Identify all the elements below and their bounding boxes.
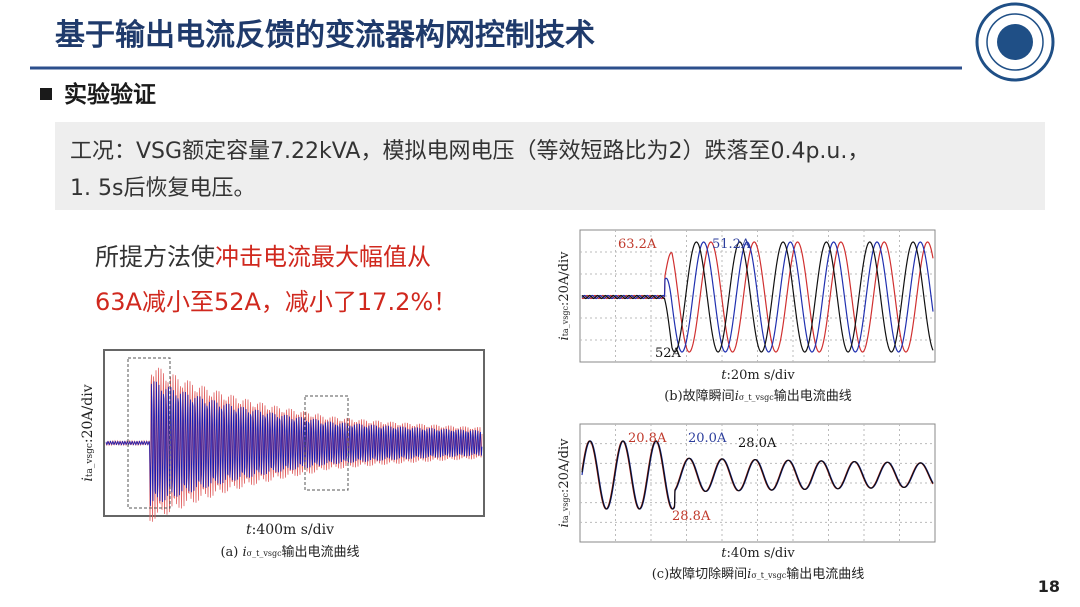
- var: i: [80, 477, 96, 481]
- unit: :20A/div: [80, 384, 96, 443]
- unit: :20m s/div: [726, 368, 795, 383]
- annotation: 51.2A: [712, 237, 751, 252]
- x-axis-label: t:20m s/div: [721, 368, 795, 383]
- annotation: 28.0A: [738, 436, 777, 451]
- waveform-trace: [581, 440, 934, 510]
- var: i: [242, 545, 246, 560]
- condition-box: [55, 122, 1045, 210]
- annotation: 52A: [655, 346, 682, 361]
- annotation: 20.0A: [688, 431, 727, 446]
- waveform-trace: [581, 241, 934, 353]
- sub: σ_t_vsgc: [739, 393, 774, 402]
- sub: ta_vsgc: [85, 443, 95, 477]
- highlight-line: 63A减小至52A，减小了17.2%！: [95, 288, 457, 316]
- var: t: [721, 546, 727, 561]
- zoom-box: [304, 395, 349, 491]
- waveform: [580, 424, 935, 542]
- var: i: [735, 389, 739, 404]
- sub: ta_vsgc: [561, 493, 570, 524]
- unit: :400m s/div: [252, 522, 335, 538]
- highlight-lead: 所提方法使: [95, 243, 215, 271]
- highlight-line: 所提方法使冲击电流最大幅值从: [95, 243, 431, 271]
- var: t: [246, 522, 252, 538]
- unit: :20A/div: [557, 438, 572, 493]
- var: i: [557, 523, 572, 527]
- caption: (a) iσ_t_vsgc输出电流曲线: [220, 544, 359, 560]
- var: i: [747, 567, 751, 582]
- highlight-emphasis: 冲击电流最大幅值从: [215, 243, 431, 271]
- suffix: 输出电流曲线: [786, 566, 864, 582]
- zoom-box: [127, 357, 171, 509]
- waveform: [105, 367, 483, 522]
- condition-line: 1. 5s后恢复电压。: [70, 176, 255, 201]
- annotation: 63.2A: [618, 237, 657, 252]
- suffix: 输出电流曲线: [282, 544, 360, 560]
- title: 基于输出电流反馈的变流器构网控制技术: [55, 18, 595, 53]
- y-axis-label: ita_vsgc:20A/div: [557, 438, 572, 528]
- prefix: (c)故障切除瞬间: [652, 567, 747, 582]
- x-axis-label: t:40m s/div: [721, 546, 795, 561]
- condition-line: 工况：VSG额定容量7.22kVA，模拟电网电压（等效短路比为2）跌落至0.4p…: [70, 139, 869, 164]
- sub: ta_vsgc: [561, 306, 570, 337]
- waveform: [580, 230, 935, 362]
- annotation: 28.8A: [672, 509, 711, 524]
- prefix: (b)故障瞬间: [664, 389, 734, 404]
- page-number: 18: [1038, 577, 1060, 596]
- caption: (c)故障切除瞬间iσ_t_vsgc输出电流曲线: [652, 566, 865, 582]
- var: t: [721, 368, 727, 383]
- annotation: 20.8A: [628, 431, 667, 446]
- logo: [975, 2, 1055, 82]
- waveform-trace: [105, 381, 483, 506]
- suffix: 输出电流曲线: [774, 388, 852, 404]
- sub: σ_t_vsgc: [751, 571, 786, 580]
- section-heading: 实验验证: [64, 81, 156, 108]
- caption: (b)故障瞬间iσ_t_vsgc输出电流曲线: [664, 388, 852, 404]
- x-axis-label: t:400m s/div: [246, 522, 334, 538]
- unit: :40m s/div: [726, 546, 795, 561]
- unit: :20A/div: [557, 251, 572, 306]
- waveform-trace: [581, 241, 934, 353]
- var: i: [557, 336, 572, 340]
- y-axis-label: ita_vsgc:20A/div: [80, 384, 96, 481]
- y-axis-label: ita_vsgc:20A/div: [557, 251, 572, 341]
- prefix: (a): [220, 545, 242, 560]
- sub: σ_t_vsgc: [247, 549, 282, 558]
- bullet: [40, 88, 52, 100]
